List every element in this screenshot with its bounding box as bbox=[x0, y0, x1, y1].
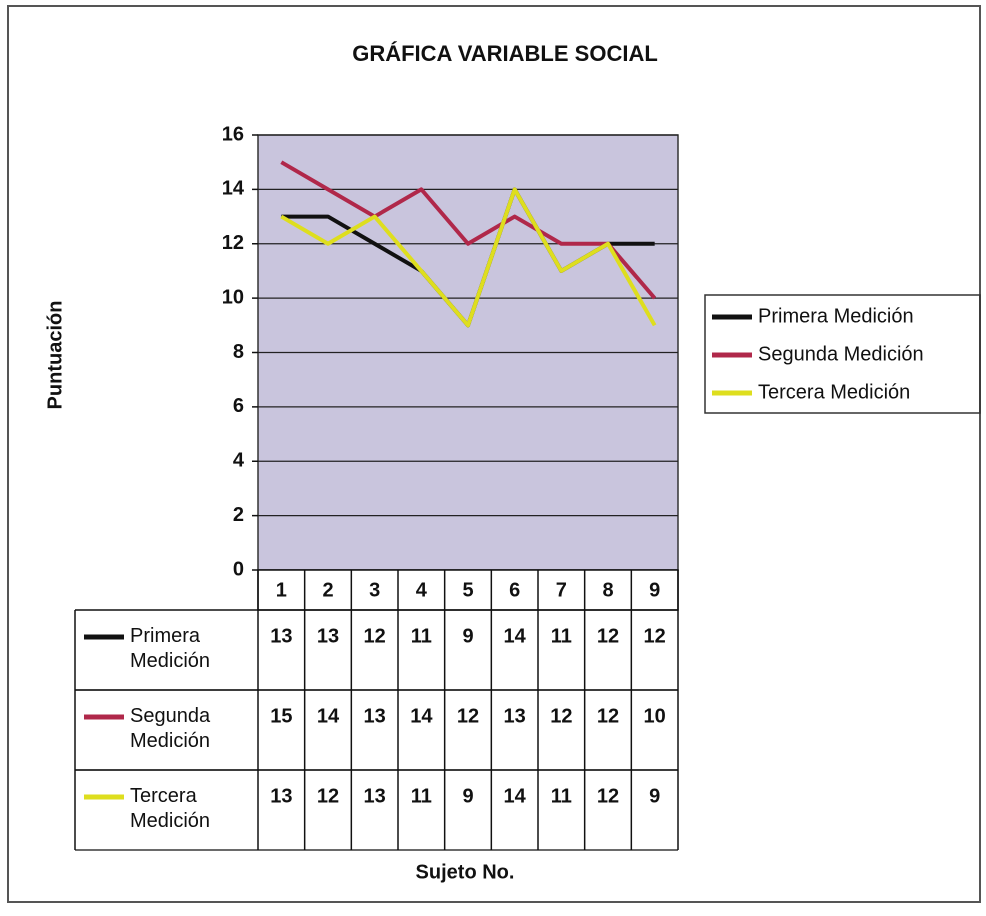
x-tick-label: 5 bbox=[462, 579, 473, 601]
table-cell: 14 bbox=[410, 705, 433, 727]
table-cell: 12 bbox=[597, 785, 619, 807]
y-tick-label: 12 bbox=[222, 232, 244, 254]
table-cell: 11 bbox=[551, 625, 572, 647]
table-cell: 12 bbox=[597, 625, 619, 647]
table-cell: 12 bbox=[597, 705, 619, 727]
table-cell: 14 bbox=[504, 785, 527, 807]
y-tick-label: 4 bbox=[233, 450, 245, 472]
table-cell: 13 bbox=[270, 625, 292, 647]
table-cell: 13 bbox=[317, 625, 339, 647]
x-tick-label: 8 bbox=[602, 579, 613, 601]
table-cell: 12 bbox=[550, 705, 572, 727]
table-cell: 14 bbox=[504, 625, 527, 647]
table-header-row bbox=[257, 569, 679, 611]
x-tick-label: 4 bbox=[416, 579, 428, 601]
x-tick-label: 1 bbox=[276, 579, 287, 601]
chart-title: GRÁFICA VARIABLE SOCIAL bbox=[352, 41, 658, 66]
legend-box bbox=[704, 294, 981, 414]
x-tick-label: 6 bbox=[509, 579, 520, 601]
table-cell: 13 bbox=[504, 705, 526, 727]
table-cell: 11 bbox=[551, 785, 572, 807]
legend-label: Primera Medición bbox=[758, 305, 914, 327]
table-cell: 12 bbox=[364, 625, 386, 647]
series-line bbox=[280, 160, 657, 300]
x-axis-label: Sujeto No. bbox=[416, 861, 515, 883]
y-tick-label: 10 bbox=[222, 286, 244, 308]
table-cell: 9 bbox=[462, 625, 473, 647]
table-cell: 10 bbox=[644, 705, 666, 727]
table-cell: 12 bbox=[644, 625, 666, 647]
table-cell: 12 bbox=[457, 705, 479, 727]
table-row-label: Primera Medición bbox=[130, 625, 210, 672]
y-tick-label: 8 bbox=[233, 341, 244, 363]
y-tick-label: 14 bbox=[222, 178, 245, 200]
y-tick-label: 6 bbox=[233, 395, 244, 417]
table-cell: 9 bbox=[462, 785, 473, 807]
x-tick-label: 2 bbox=[322, 579, 333, 601]
legend-label: Tercera Medición bbox=[758, 381, 910, 403]
table-row-label: Tercera Medición bbox=[130, 785, 210, 832]
table-cell: 11 bbox=[411, 785, 432, 807]
table-cell: 11 bbox=[411, 625, 432, 647]
x-tick-label: 9 bbox=[649, 579, 660, 601]
table-row-label: Segunda Medición bbox=[130, 705, 211, 752]
table-cell: 9 bbox=[649, 785, 660, 807]
y-tick-label: 2 bbox=[233, 504, 244, 526]
table-cell: 13 bbox=[364, 785, 386, 807]
x-tick-label: 3 bbox=[369, 579, 380, 601]
legend-label: Segunda Medición bbox=[758, 343, 924, 365]
table-cell: 12 bbox=[317, 785, 339, 807]
y-tick-label: 0 bbox=[233, 558, 244, 580]
table-cell: 13 bbox=[270, 785, 292, 807]
y-axis-label: Puntuación bbox=[44, 301, 66, 410]
y-tick-label: 16 bbox=[222, 123, 244, 145]
table-cell: 14 bbox=[317, 705, 340, 727]
table-cell: 15 bbox=[270, 705, 292, 727]
table-cell: 13 bbox=[364, 705, 386, 727]
series-line bbox=[280, 187, 657, 328]
x-tick-label: 7 bbox=[556, 579, 567, 601]
